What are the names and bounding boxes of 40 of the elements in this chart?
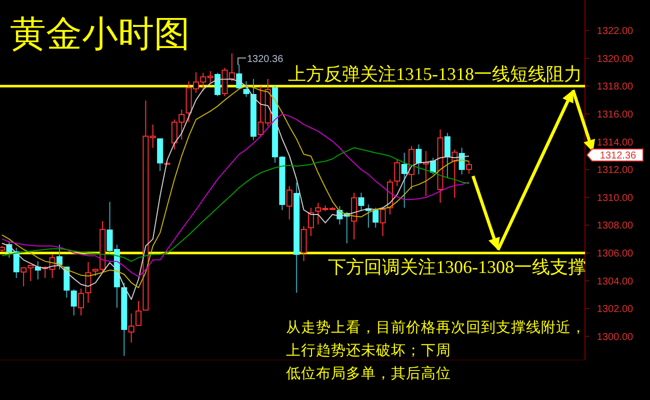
candlestick	[300, 226, 307, 262]
candlestick	[351, 192, 358, 240]
candlestick	[56, 244, 62, 270]
candlestick	[416, 144, 422, 175]
candlestick	[380, 207, 386, 237]
candlestick	[466, 160, 472, 174]
y-tick-label: 1308.00	[596, 220, 634, 232]
candlestick	[286, 186, 292, 220]
chart-title: 黄金小时图	[10, 14, 190, 54]
candlestick	[85, 262, 92, 304]
y-tick-label: 1312.00	[596, 165, 634, 176]
ref-line-label: 上方反弹关注1315-1318一线短线阻力	[288, 64, 582, 84]
y-tick-label: 1322.00	[596, 26, 634, 38]
candlestick	[78, 288, 84, 316]
candlestick	[214, 72, 221, 97]
annotation: 从走势上看，目前价格再次回到支撑线附近，	[286, 319, 586, 336]
y-tick-label: 1320.00	[596, 54, 634, 65]
annotation: 1320.36	[247, 54, 284, 65]
annotation: 上行趋势还未破坏；下周	[286, 342, 451, 359]
y-tick-label: 1304.00	[596, 276, 634, 288]
candlestick	[70, 288, 77, 316]
candlestick	[444, 132, 450, 178]
candlestick	[243, 80, 250, 98]
text: 低位布局多单，其后高位	[286, 365, 451, 382]
y-tick-label: 1314.00	[596, 137, 634, 148]
y-tick-label: 1300.00	[596, 332, 634, 343]
candlestick	[236, 64, 242, 90]
text: 1312.36	[600, 150, 637, 162]
y-tick-label: 1302.00	[596, 304, 634, 316]
candlestick	[372, 207, 379, 228]
ref-line-label: 下方回调关注1306-1308一线支撑	[328, 256, 586, 277]
y-tick-label: 1316.00	[596, 109, 634, 120]
candlestick	[358, 192, 364, 212]
candlestick	[64, 266, 70, 298]
y-tick-label: 1310.00	[596, 192, 634, 204]
y-tick-label: 1318.00	[596, 82, 634, 93]
candlestick	[401, 152, 408, 208]
y-tick-label: 1306.00	[596, 248, 634, 260]
candlestick	[394, 158, 400, 187]
candlestick	[308, 207, 314, 237]
